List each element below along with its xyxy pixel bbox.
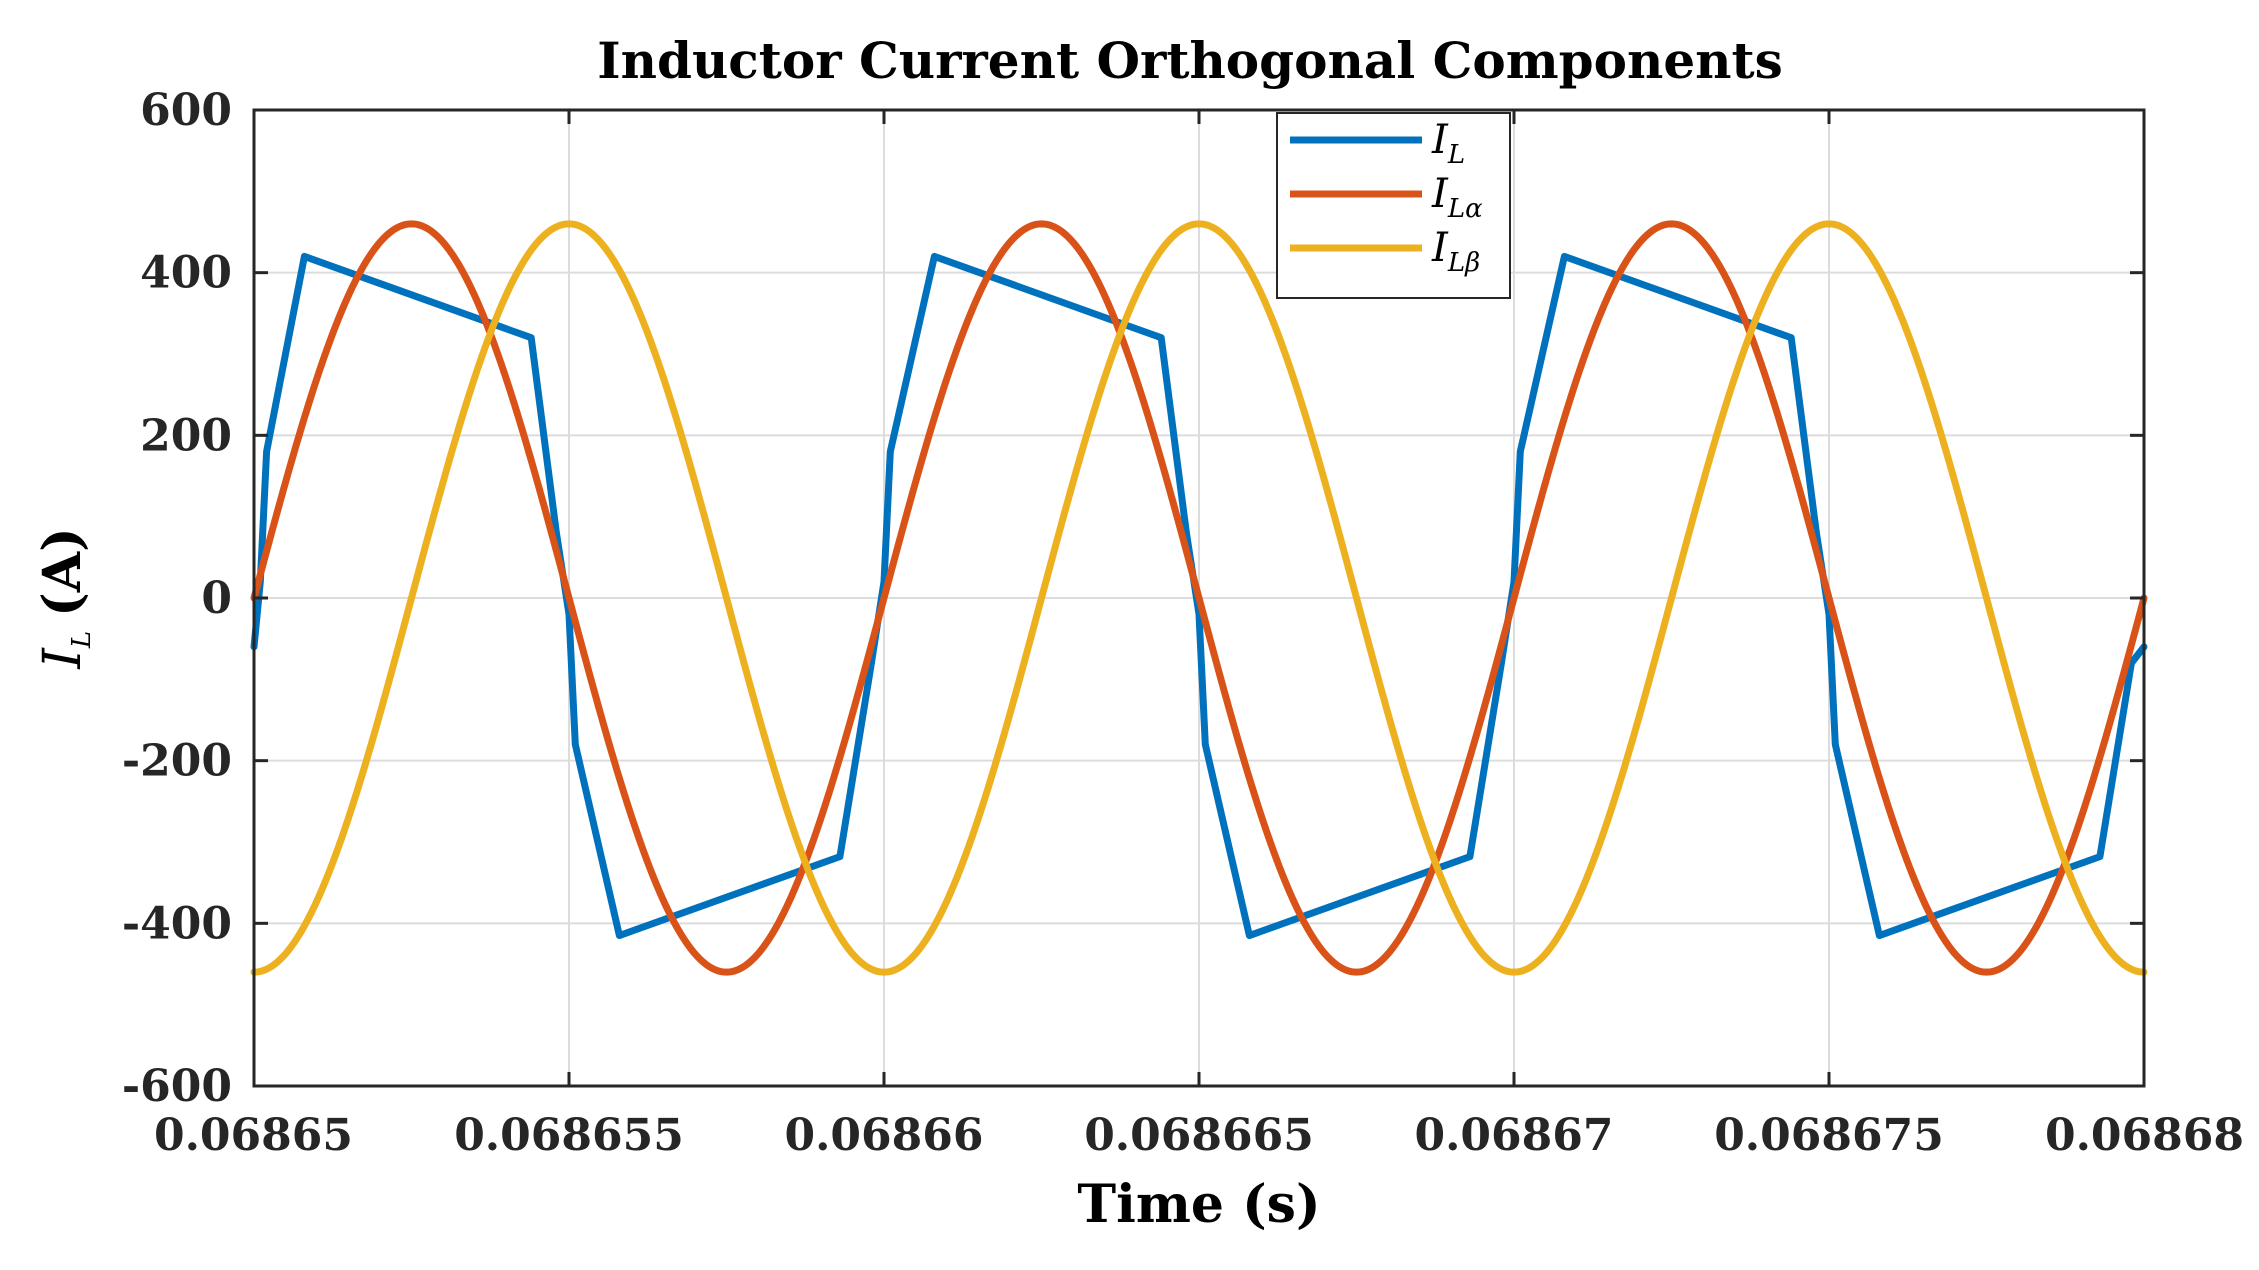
y-tick-label: 600 (140, 85, 232, 136)
y-tick-label: 200 (140, 410, 232, 461)
y-tick-label: -600 (122, 1061, 232, 1112)
y-tick-label: 0 (201, 573, 232, 624)
series-line-I_Lalpha (250, 220, 2148, 976)
legend-entry-I_Lalpha: ILα (1431, 171, 1483, 224)
tick-marks (252, 108, 2146, 1088)
x-tick-label: 0.068665 (1084, 1110, 1314, 1161)
y-tick-labels: 600 400 200 0 -200 -400 -600 (122, 85, 232, 1112)
x-axis-label: Time (s) (1077, 1174, 1320, 1235)
y-axis-symbol: I (33, 647, 93, 670)
svg-text:IL(A): IL (A) (32, 527, 97, 669)
series-layer (250, 220, 2148, 976)
y-axis-label: IL (A) (32, 527, 97, 669)
legend-box (1276, 112, 1511, 299)
x-tick-label: 0.06867 (1414, 1110, 1613, 1161)
y-tick-label: -400 (122, 898, 232, 949)
x-tick-label: 0.06865 (154, 1110, 353, 1161)
x-tick-labels: 0.06865 0.068655 0.06866 0.068665 0.06867 0.0… (154, 1110, 2244, 1161)
x-tick-label: 0.068675 (1714, 1110, 1944, 1161)
y-tick-label: 400 (140, 248, 232, 299)
x-tick-label: 0.068655 (454, 1110, 684, 1161)
series-line-I_Lbeta (250, 220, 2148, 976)
chart-title: Inductor Current Orthogonal Components (597, 31, 1782, 90)
x-tick-label: 0.06866 (784, 1110, 983, 1161)
y-axis-subscript: L (67, 631, 97, 649)
y-axis-unit: (A) (32, 527, 93, 617)
legend-entry-I_L: IL (1431, 117, 1465, 170)
y-tick-label: -200 (122, 736, 232, 787)
x-tick-label: 0.06868 (2045, 1110, 2244, 1161)
legend-entry-I_Lbeta: ILβ (1431, 225, 1480, 278)
